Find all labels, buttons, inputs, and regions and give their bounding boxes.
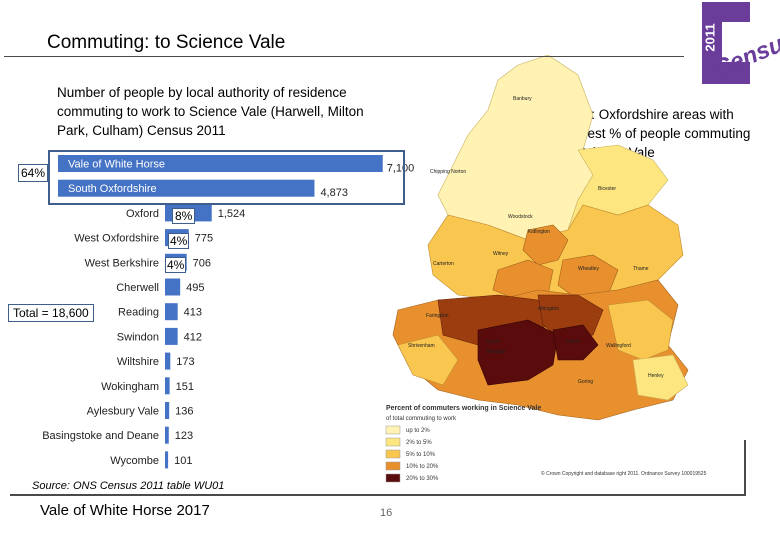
category-label: Aylesbury Vale bbox=[87, 406, 159, 418]
category-band bbox=[58, 179, 165, 197]
legend-swatch-3 bbox=[385, 449, 401, 459]
census-logo: 2011 Census bbox=[680, 0, 780, 110]
map-label-abingdon: Abingdon bbox=[538, 306, 559, 312]
map-label-shrivenham: Shrivenham bbox=[408, 343, 435, 349]
bar-aylesbury-vale bbox=[165, 402, 170, 419]
map-label-didcot: Didcot bbox=[566, 339, 581, 345]
bar-wycombe bbox=[165, 451, 169, 469]
map-label-bicester: Bicester bbox=[598, 186, 616, 192]
legend-swatch-2 bbox=[385, 437, 401, 447]
legend-swatch-1 bbox=[385, 425, 401, 435]
category-label: Wokingham bbox=[101, 381, 159, 393]
map-label-chipping-norton: Chipping Norton bbox=[430, 169, 466, 175]
value-label: 136 bbox=[175, 406, 193, 418]
category-label: Cherwell bbox=[116, 282, 159, 294]
census-c-icon bbox=[702, 2, 750, 84]
bar-wokingham bbox=[165, 377, 170, 395]
legend-label-4: 10% to 20% bbox=[406, 464, 439, 470]
map-label-henley: Henley bbox=[648, 373, 664, 379]
category-label: West Oxfordshire bbox=[74, 233, 159, 245]
annotation-west-oxon-pct: 4% bbox=[168, 233, 190, 249]
legend-label-1: up to 2% bbox=[406, 428, 430, 434]
map-label-kidlington: Kidlington bbox=[528, 229, 550, 235]
legend-label-3: 5% to 10% bbox=[406, 452, 436, 458]
bar-wiltshire bbox=[165, 352, 171, 370]
slide-title: Commuting: to Science Vale bbox=[47, 32, 286, 53]
map-label-goring: Goring bbox=[578, 379, 593, 385]
frame-line-bottom bbox=[10, 494, 746, 496]
legend-label-2: 2% to 5% bbox=[406, 440, 432, 446]
category-label: Oxford bbox=[126, 208, 159, 220]
category-band bbox=[58, 155, 165, 172]
category-label: Vale of White Horse bbox=[68, 159, 165, 171]
map-label-carterton: Carterton bbox=[433, 261, 454, 267]
category-label: Wiltshire bbox=[117, 356, 159, 368]
value-label: 706 bbox=[193, 257, 211, 269]
bar-cherwell bbox=[165, 278, 181, 296]
highlight-box bbox=[48, 150, 405, 205]
annotation-total: Total = 18,600 bbox=[8, 304, 94, 322]
value-label: 7,100 bbox=[387, 163, 415, 175]
legend-label-5: 20% to 30% bbox=[406, 476, 439, 482]
legend-swatch-4 bbox=[385, 461, 401, 471]
map-label-wantage: Wantage bbox=[486, 349, 506, 355]
source-note: Source: ONS Census 2011 table WU01 bbox=[32, 480, 225, 492]
value-label: 4,873 bbox=[320, 187, 348, 199]
map-region-didcot bbox=[552, 324, 599, 361]
annotation-west-berks-pct: 4% bbox=[165, 257, 187, 273]
chart-subtitle: Number of people by local authority of r… bbox=[57, 85, 364, 138]
annotation-64pct: 64% bbox=[18, 164, 49, 182]
map-label-wheatley: Wheatley bbox=[578, 266, 599, 272]
annotation-oxford-pct: 8% bbox=[172, 208, 196, 224]
map-region-north bbox=[437, 54, 594, 241]
category-label: Reading bbox=[118, 307, 159, 319]
oxfordshire-map: Banbury Chipping Norton Bicester Woodsto… bbox=[378, 54, 748, 495]
category-label: Basingstoke and Deane bbox=[42, 430, 159, 442]
bar-vale-of-white-horse bbox=[165, 155, 383, 172]
bar-basingstoke-and-deane bbox=[165, 426, 169, 444]
map-label-thame: Thame bbox=[633, 266, 649, 272]
map-legend: Percent of commuters working in Science … bbox=[385, 405, 541, 483]
bar-reading bbox=[165, 303, 178, 321]
legend-swatch-5 bbox=[385, 473, 401, 483]
bar-swindon bbox=[165, 327, 178, 345]
value-label: 151 bbox=[176, 381, 194, 393]
value-label: 495 bbox=[186, 282, 204, 294]
map-region-shrivenham bbox=[397, 334, 459, 386]
map-label-witney: Witney bbox=[493, 251, 509, 257]
value-label: 413 bbox=[184, 307, 202, 319]
value-label: 173 bbox=[176, 356, 194, 368]
legend-subtitle: of total commuting to work bbox=[386, 416, 457, 422]
page-number: 16 bbox=[380, 507, 393, 519]
category-label: Swindon bbox=[117, 331, 159, 343]
map-region-wantage bbox=[477, 319, 559, 386]
map-label-banbury: Banbury bbox=[513, 96, 532, 102]
map-region-abingdon bbox=[537, 294, 604, 341]
legend-title: Percent of commuters working in Science … bbox=[386, 405, 541, 412]
frame-line-top bbox=[4, 56, 684, 57]
category-label: Wycombe bbox=[110, 455, 159, 467]
category-label: South Oxfordshire bbox=[68, 183, 157, 195]
frame-line-right bbox=[744, 440, 746, 495]
map-label-faringdon: Faringdon bbox=[426, 313, 449, 319]
map-region-kidlington bbox=[522, 224, 569, 266]
value-label: 775 bbox=[195, 233, 213, 245]
map-region-henley bbox=[632, 354, 689, 401]
value-label: 101 bbox=[174, 455, 192, 467]
map-copyright: © Crown Copyright and database right 201… bbox=[541, 470, 707, 477]
map-label-woodstock: Woodstock bbox=[508, 214, 533, 220]
map-label-wallingford: Wallingford bbox=[606, 343, 631, 349]
footer-text: Vale of White Horse 2017 bbox=[40, 502, 210, 519]
category-label: West Berkshire bbox=[85, 257, 159, 269]
logo-year: 2011 bbox=[702, 23, 718, 52]
map-region-thame bbox=[607, 299, 674, 361]
value-label: 1,524 bbox=[218, 208, 246, 220]
map-label-grove: Grove bbox=[486, 339, 500, 345]
value-label: 123 bbox=[175, 430, 193, 442]
bar-south-oxfordshire bbox=[165, 179, 315, 197]
value-label: 412 bbox=[184, 331, 202, 343]
